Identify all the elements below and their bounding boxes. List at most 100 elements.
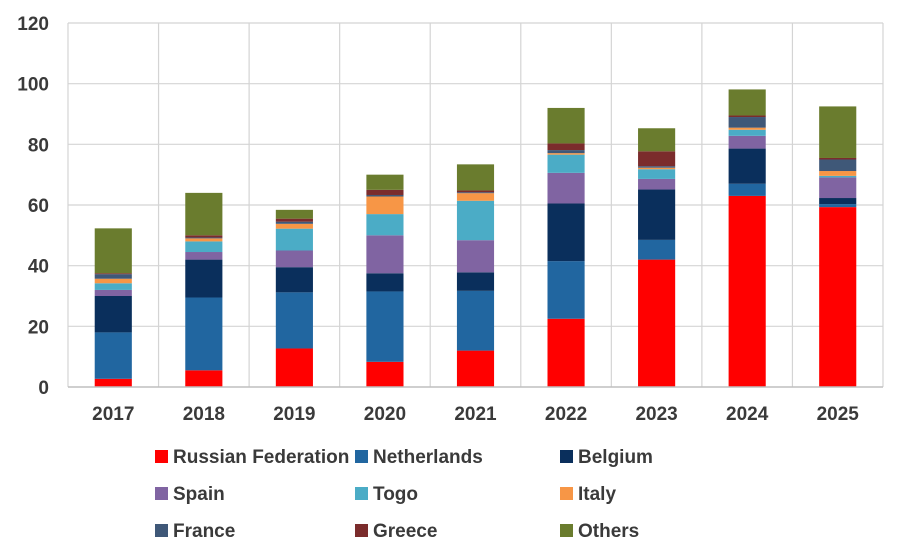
legend-item-netherlands: Netherlands: [355, 447, 483, 468]
legend-swatch: [560, 450, 573, 463]
bar-segment-2021-spain: [456, 240, 495, 273]
bar-segment-2017-belgium: [94, 296, 132, 333]
x-tick-label: 2022: [545, 404, 587, 425]
bar-segment-2024-spain: [728, 135, 766, 149]
legend-item-spain: Spain: [155, 484, 225, 505]
bar-segment-2017-greece: [94, 273, 132, 275]
bar-segment-2021-belgium: [456, 272, 495, 291]
legend-swatch: [155, 487, 168, 500]
bar-segment-2022-spain: [547, 172, 585, 204]
bar-segment-2025-greece: [819, 157, 857, 160]
bar-segment-2020-france: [366, 194, 404, 197]
legend-item-russian-federation: Russian Federation: [155, 447, 349, 468]
legend-label: Italy: [578, 484, 616, 505]
bar-segment-2020-belgium: [366, 273, 404, 292]
bar-segment-2019-togo: [275, 228, 313, 251]
bar-segment-2020-spain: [366, 235, 404, 274]
bar-segment-2019-others: [275, 209, 313, 219]
bar-segment-2022-togo: [547, 154, 585, 173]
bar-segment-2021-italy: [456, 193, 495, 201]
legend-label: Russian Federation: [173, 447, 349, 468]
legend-swatch: [355, 524, 368, 537]
bar-segment-2018-greece: [185, 235, 223, 238]
bar-segment-2024-netherlands: [728, 183, 766, 196]
bar-segment-2025-spain: [819, 177, 857, 199]
bar-segment-2018-spain: [185, 252, 223, 260]
legend-label: Togo: [373, 484, 418, 505]
bar-segment-2020-others: [366, 174, 404, 190]
bar-segment-2025-russian-federation: [819, 207, 857, 387]
bar-segment-2022-belgium: [547, 203, 585, 262]
legend-swatch: [155, 524, 168, 537]
bar-segment-2023-spain: [638, 178, 676, 190]
bar-segment-2024-russian-federation: [728, 195, 766, 387]
bar-segment-2020-togo: [366, 214, 404, 236]
bar-segment-2022-russian-federation: [547, 318, 585, 387]
y-tick-label: 100: [17, 75, 49, 96]
x-tick-label: 2024: [726, 404, 769, 425]
bar-segment-2023-togo: [638, 169, 676, 179]
bar-segment-2019-belgium: [275, 267, 313, 293]
bar-segment-2025-italy: [819, 171, 857, 176]
bar-segment-2024-others: [728, 89, 766, 116]
bar-segment-2017-france: [94, 274, 132, 279]
bar-segment-2019-greece: [275, 218, 313, 222]
bar-segment-2023-others: [638, 128, 676, 152]
legend-label: Others: [578, 521, 639, 542]
y-tick-labels: 0 20 40 60 80 100 120: [17, 14, 49, 399]
bar-segment-2018-france: [185, 237, 223, 239]
bar-segment-2025-netherlands: [819, 204, 857, 208]
legend-swatch: [355, 487, 368, 500]
bar-segment-2022-greece: [547, 143, 585, 151]
legend-swatch: [355, 450, 368, 463]
bar-segment-2022-italy: [547, 153, 585, 155]
legend-item-italy: Italy: [560, 484, 616, 505]
bar-segment-2024-togo: [728, 129, 766, 136]
bar-segment-2020-netherlands: [366, 291, 404, 362]
legend-swatch: [560, 524, 573, 537]
bar-segment-2024-france: [728, 117, 766, 128]
bar-segment-2020-italy: [366, 196, 404, 215]
bar-segment-2025-belgium: [819, 198, 857, 205]
bar-segment-2022-france: [547, 150, 585, 154]
bar-segment-2018-others: [185, 192, 223, 236]
bar-segment-2024-italy: [728, 127, 766, 130]
bar-segment-2017-italy: [94, 278, 132, 284]
legend-item-belgium: Belgium: [560, 447, 653, 468]
x-tick-label: 2025: [817, 404, 860, 425]
x-tick-label: 2023: [635, 404, 677, 425]
bar-segment-2021-togo: [456, 200, 495, 241]
legend-label: Belgium: [578, 447, 653, 468]
bar-segment-2025-france: [819, 159, 857, 172]
y-tick-label: 120: [17, 14, 49, 35]
bar-segment-2017-russian-federation: [94, 378, 132, 387]
x-tick-label: 2017: [92, 404, 134, 425]
bar-segment-2019-france: [275, 221, 313, 224]
x-tick-label: 2020: [364, 404, 406, 425]
bars: [94, 89, 857, 387]
bar-segment-2021-others: [456, 164, 495, 191]
bar-segment-2023-italy: [638, 167, 676, 170]
bar-segment-2019-spain: [275, 250, 313, 268]
bar-segment-2023-greece: [638, 151, 676, 167]
legend-item-togo: Togo: [355, 484, 418, 505]
legend-label: France: [173, 521, 235, 542]
bar-segment-2017-netherlands: [94, 332, 132, 379]
y-tick-label: 20: [28, 317, 49, 338]
bar-segment-2020-russian-federation: [366, 361, 404, 387]
bar-segment-2023-belgium: [638, 189, 676, 240]
bar-segment-2022-netherlands: [547, 261, 585, 319]
y-tick-label: 40: [28, 257, 49, 278]
bar-segment-2018-togo: [185, 241, 223, 253]
bar-segment-2023-netherlands: [638, 239, 676, 260]
x-tick-labels: 2017 2018 2019 2020 2021 2022 2023 2024 2025: [92, 404, 859, 425]
bar-segment-2017-spain: [94, 289, 132, 296]
bar-segment-2024-greece: [728, 115, 766, 118]
bar-segment-2025-togo: [819, 175, 857, 178]
bar-segment-2021-netherlands: [456, 290, 495, 351]
bar-segment-2023-france: [638, 166, 676, 168]
legend-swatch: [155, 450, 168, 463]
legend-label: Spain: [173, 484, 225, 505]
y-tick-label: 60: [28, 196, 49, 217]
